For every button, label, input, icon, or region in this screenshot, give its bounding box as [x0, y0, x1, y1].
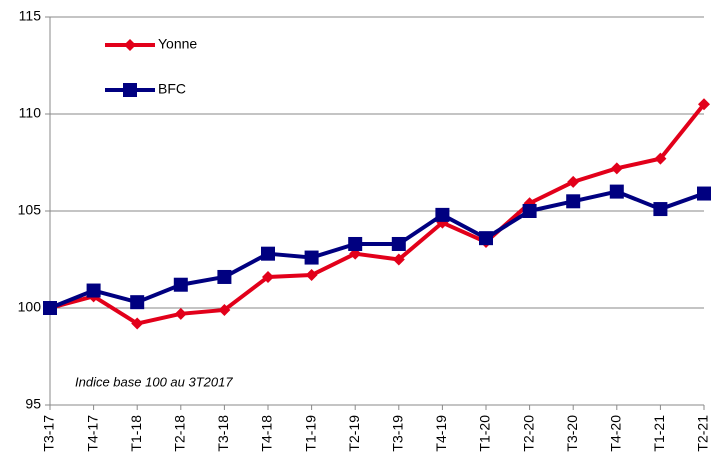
x-tick-label: T1-18: [128, 415, 144, 452]
x-tick-label: T4-20: [608, 415, 624, 452]
data-point: [305, 269, 318, 282]
data-point: [262, 270, 274, 283]
x-tick-label: T3-18: [215, 415, 231, 452]
data-point: [609, 184, 624, 199]
data-point: [392, 253, 405, 266]
data-point: [567, 175, 580, 188]
y-tick-label: 95: [25, 396, 41, 412]
data-point: [653, 202, 668, 217]
data-point: [348, 236, 363, 251]
series-line: [49, 189, 705, 310]
data-point: [566, 194, 581, 209]
x-tick-label: T4-17: [84, 415, 100, 452]
data-point: [43, 301, 57, 315]
x-tick-label: T1-21: [651, 415, 667, 452]
x-tick-label: T2-18: [172, 415, 188, 452]
data-point: [218, 303, 231, 316]
data-point: [217, 269, 232, 284]
data-point: [304, 250, 319, 265]
series-line: [49, 103, 706, 326]
data-point: [261, 246, 275, 261]
data-point: [698, 98, 710, 111]
y-tick-label: 100: [18, 299, 42, 315]
data-point: [697, 186, 711, 201]
y-tick-label: 115: [19, 8, 42, 24]
x-tick-label: T2-20: [520, 415, 536, 452]
annotation: Indice base 100 au 3T2017: [75, 374, 233, 389]
x-tick-label: T3-17: [41, 415, 57, 452]
x-tick-label: T1-20: [477, 415, 493, 452]
data-point: [610, 162, 623, 175]
x-tick-label: T4-19: [433, 415, 449, 452]
x-tick-label: T1-19: [302, 415, 318, 452]
data-point: [654, 152, 667, 165]
y-tick-label: 110: [19, 105, 42, 121]
legend-marker: [123, 83, 137, 97]
legend-label: Yonne: [158, 36, 197, 52]
x-tick-label: T3-19: [390, 415, 406, 452]
data-point: [391, 236, 406, 251]
data-point: [522, 204, 537, 218]
legend-label: BFC: [158, 81, 186, 97]
legend-marker: [124, 39, 136, 51]
data-point: [86, 283, 101, 298]
x-tick-label: T2-21: [695, 415, 711, 452]
data-point: [479, 231, 493, 246]
y-tick-label: 105: [18, 202, 42, 218]
x-tick-label: T4-18: [259, 415, 275, 452]
x-tick-label: T2-19: [346, 415, 362, 452]
x-tick-label: T3-20: [564, 415, 580, 452]
data-point: [131, 317, 144, 330]
data-point: [130, 295, 145, 310]
data-point: [174, 307, 187, 320]
data-point: [173, 277, 188, 292]
data-point: [435, 207, 450, 222]
